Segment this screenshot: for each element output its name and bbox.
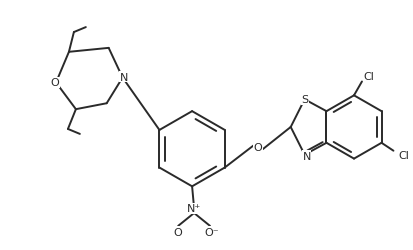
- Text: O: O: [253, 143, 261, 153]
- Text: N: N: [301, 151, 310, 161]
- Text: O: O: [50, 78, 59, 88]
- Text: N⁺: N⁺: [187, 203, 201, 213]
- Text: N: N: [119, 72, 128, 82]
- Text: S: S: [300, 95, 307, 105]
- Text: O: O: [173, 227, 182, 237]
- Text: Cl: Cl: [363, 71, 373, 81]
- Text: Cl: Cl: [397, 150, 408, 160]
- Text: O⁻: O⁻: [204, 227, 219, 237]
